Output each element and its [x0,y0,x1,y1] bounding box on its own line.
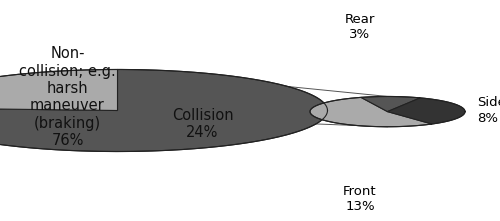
Text: Side
8%: Side 8% [478,97,500,124]
Polygon shape [310,97,432,127]
Polygon shape [0,69,118,110]
Text: Collision
24%: Collision 24% [172,108,234,140]
Text: Front
13%: Front 13% [343,185,377,213]
Polygon shape [361,96,420,112]
Text: Non-
collision; e.g.
harsh
maneuver
(braking)
76%: Non- collision; e.g. harsh maneuver (bra… [19,46,116,148]
Text: Rear
3%: Rear 3% [345,13,375,40]
Polygon shape [388,98,465,124]
Polygon shape [0,69,328,152]
